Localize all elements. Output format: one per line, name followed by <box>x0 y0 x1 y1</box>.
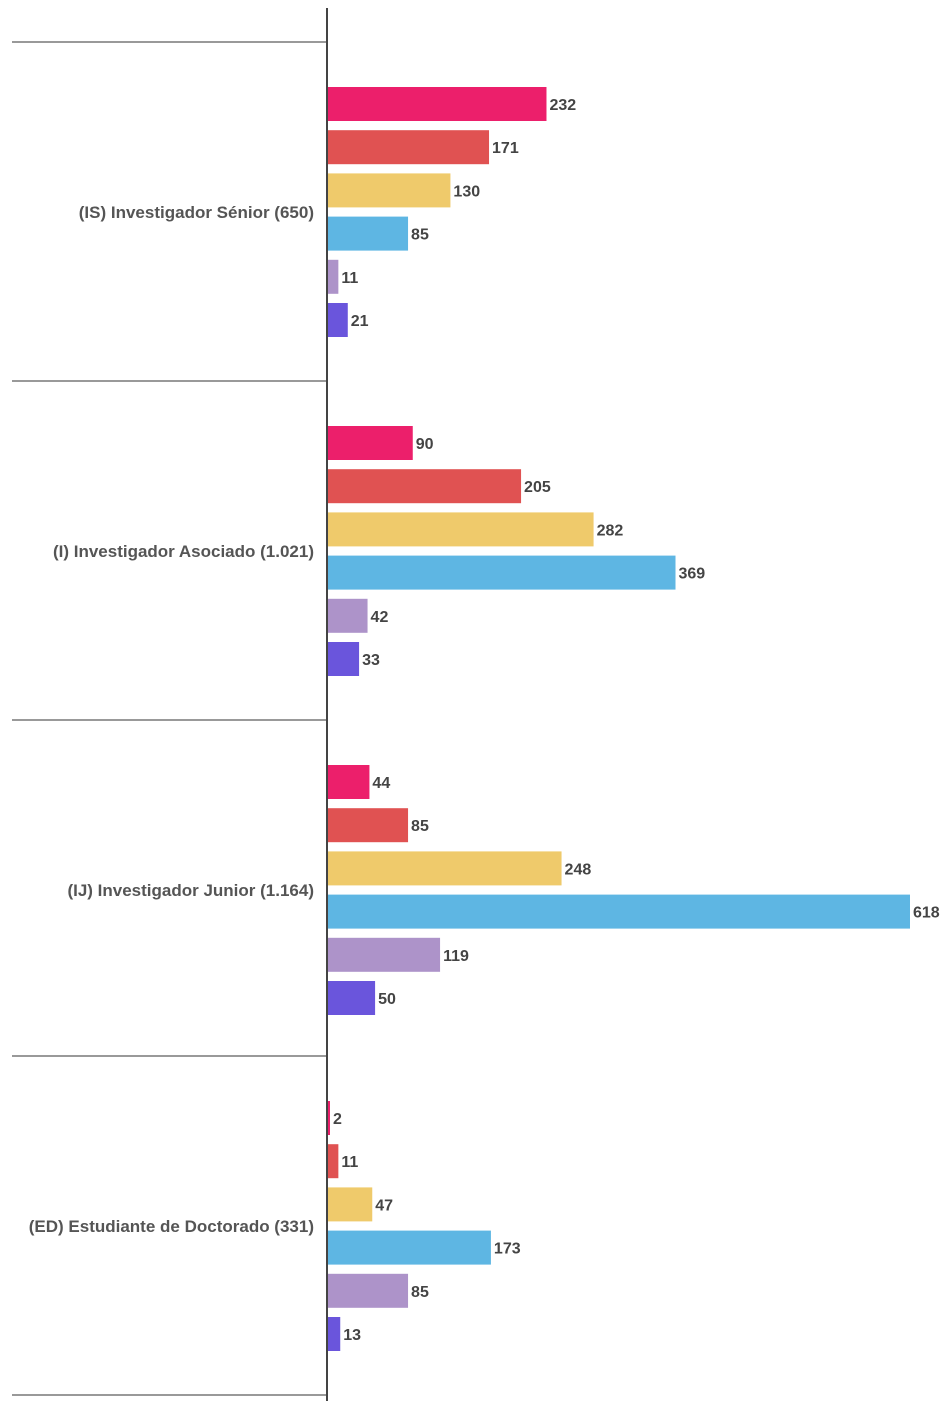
data-label: 33 <box>362 652 380 669</box>
data-label: 21 <box>351 313 369 330</box>
data-label: 50 <box>378 991 396 1008</box>
data-label: 85 <box>411 1284 429 1301</box>
category-label: (I) Investigador Asociado (1.021) <box>53 542 314 561</box>
data-label: 173 <box>494 1241 521 1258</box>
bar <box>328 765 370 799</box>
category-separators <box>12 41 327 1396</box>
bar <box>328 808 409 843</box>
bar <box>328 303 348 337</box>
category-label: (IS) Investigador Sénior (650) <box>79 203 314 222</box>
bar <box>328 426 413 460</box>
data-label: 232 <box>549 97 576 114</box>
bar <box>328 1144 339 1179</box>
data-label: 90 <box>416 436 434 453</box>
bar-marks <box>328 87 910 1351</box>
bar <box>328 894 910 929</box>
data-label: 248 <box>565 861 592 878</box>
category-labels: (IS) Investigador Sénior (650) (I) Invest… <box>29 203 314 1236</box>
data-label: 44 <box>372 775 390 792</box>
bar <box>328 937 441 972</box>
data-label: 130 <box>453 183 480 200</box>
data-label: 369 <box>679 566 706 583</box>
data-label: 2 <box>333 1111 342 1128</box>
bar <box>328 1101 330 1135</box>
bar <box>328 1187 373 1222</box>
bar <box>328 130 490 165</box>
bar <box>328 469 522 504</box>
data-label: 171 <box>492 140 519 157</box>
data-label: 618 <box>913 905 940 922</box>
bar <box>328 87 547 121</box>
data-label: 119 <box>443 948 469 965</box>
bar <box>328 512 594 547</box>
value-labels: 232 171 130 85 11 21 90 205 282 369 42 33 44 85 248 618… <box>333 97 940 1344</box>
category-label: (IJ) Investigador Junior (1.164) <box>67 881 314 900</box>
bar <box>328 259 339 294</box>
bar <box>328 851 562 886</box>
bar <box>328 555 676 590</box>
bar <box>328 981 376 1015</box>
bar <box>328 1273 409 1308</box>
bar <box>328 216 409 251</box>
data-label: 47 <box>375 1197 393 1214</box>
bar <box>328 1230 491 1265</box>
bar <box>328 173 451 208</box>
category-label: (ED) Estudiante de Doctorado (331) <box>29 1217 314 1236</box>
data-label: 11 <box>341 270 358 287</box>
data-label: 85 <box>411 227 429 244</box>
data-label: 42 <box>371 609 389 626</box>
data-label: 282 <box>597 522 624 539</box>
data-label: 205 <box>524 479 551 496</box>
data-label: 13 <box>343 1327 361 1344</box>
bar <box>328 642 360 676</box>
bar <box>328 1317 341 1351</box>
data-label: 11 <box>341 1154 358 1171</box>
bar <box>328 598 368 633</box>
data-label: 85 <box>411 818 429 835</box>
